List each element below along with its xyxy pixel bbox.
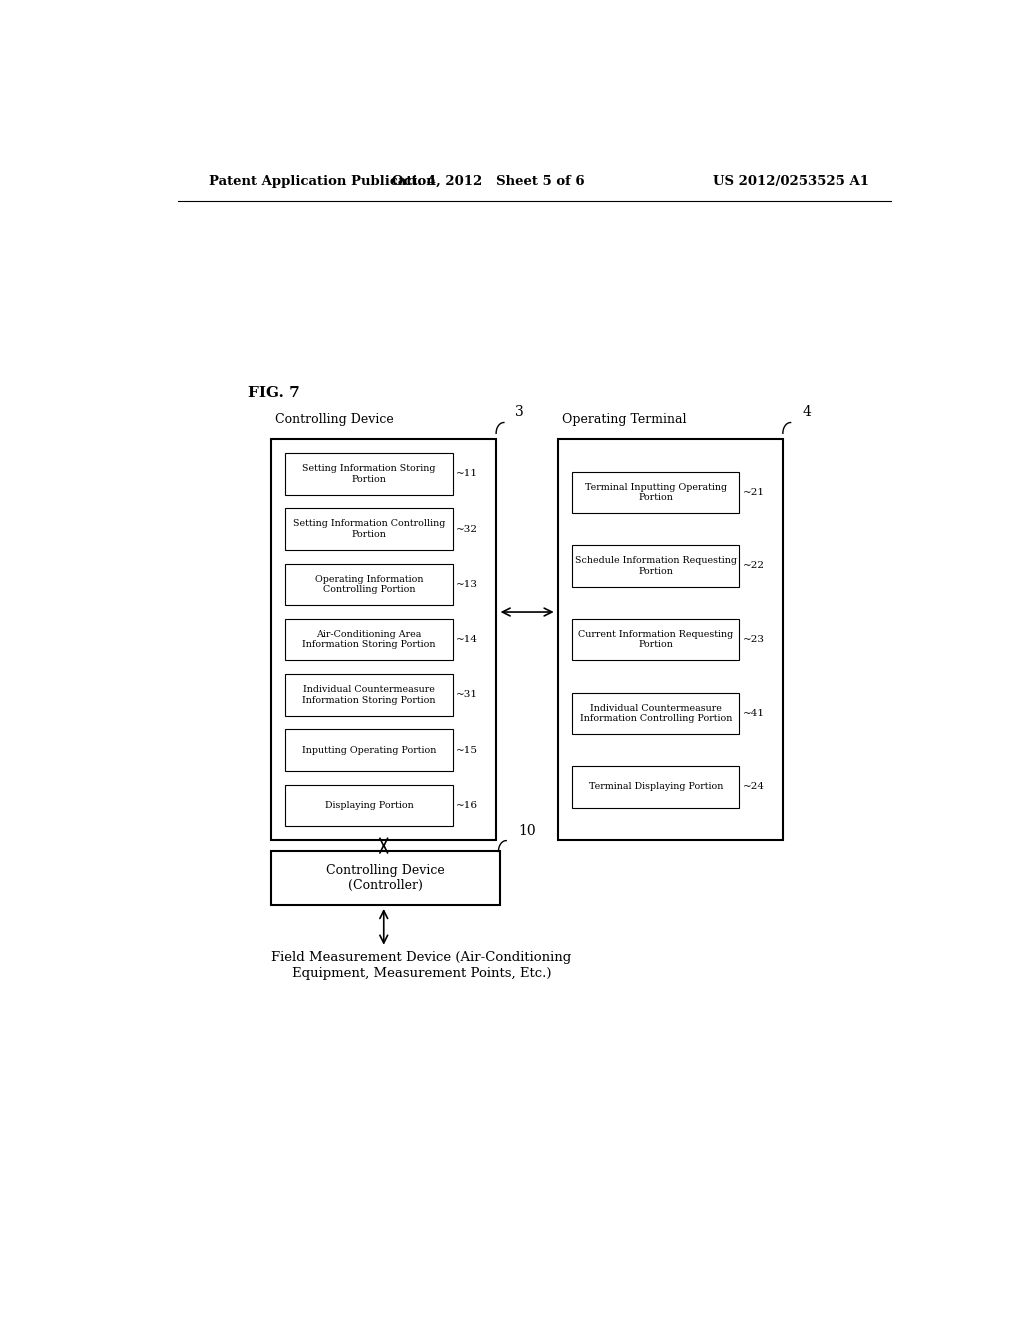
Text: ~31: ~31	[456, 690, 478, 700]
Bar	[572, 471, 739, 513]
Bar	[286, 619, 453, 660]
Bar	[572, 545, 739, 587]
Text: ~15: ~15	[456, 746, 478, 755]
Text: ~24: ~24	[742, 783, 765, 792]
Text: Setting Information Controlling
Portion: Setting Information Controlling Portion	[293, 520, 445, 539]
Text: Inputting Operating Portion: Inputting Operating Portion	[302, 746, 436, 755]
Text: Controlling Device
(Controller): Controlling Device (Controller)	[327, 865, 445, 892]
Text: ~21: ~21	[742, 488, 765, 496]
Text: Displaying Portion: Displaying Portion	[325, 801, 414, 810]
Text: Individual Countermeasure
Information Storing Portion: Individual Countermeasure Information St…	[302, 685, 436, 705]
Text: Operating Information
Controlling Portion: Operating Information Controlling Portio…	[314, 574, 423, 594]
Text: Field Measurement Device (Air-Conditioning
Equipment, Measurement Points, Etc.): Field Measurement Device (Air-Conditioni…	[271, 952, 571, 979]
Text: ~41: ~41	[742, 709, 765, 718]
Bar	[286, 564, 453, 605]
Text: ~11: ~11	[456, 470, 478, 478]
Text: Individual Countermeasure
Information Controlling Portion: Individual Countermeasure Information Co…	[580, 704, 732, 723]
Text: Air-Conditioning Area
Information Storing Portion: Air-Conditioning Area Information Storin…	[302, 630, 436, 649]
Bar	[572, 766, 739, 808]
Text: ~22: ~22	[742, 561, 765, 570]
Text: 3: 3	[515, 405, 524, 420]
Bar	[286, 453, 453, 495]
Bar	[286, 675, 453, 715]
Text: Oct. 4, 2012   Sheet 5 of 6: Oct. 4, 2012 Sheet 5 of 6	[392, 176, 585, 187]
Text: Terminal Inputting Operating
Portion: Terminal Inputting Operating Portion	[585, 483, 727, 502]
Text: Schedule Information Requesting
Portion: Schedule Information Requesting Portion	[574, 556, 737, 576]
Bar	[572, 693, 739, 734]
Bar	[271, 851, 500, 906]
Text: FIG. 7: FIG. 7	[248, 387, 300, 400]
Bar	[572, 619, 739, 660]
Text: Terminal Displaying Portion: Terminal Displaying Portion	[589, 783, 723, 792]
Text: Patent Application Publication: Patent Application Publication	[209, 176, 436, 187]
Text: ~13: ~13	[456, 579, 478, 589]
Bar	[286, 784, 453, 826]
Text: US 2012/0253525 A1: US 2012/0253525 A1	[713, 176, 868, 187]
Bar	[286, 508, 453, 550]
Bar	[271, 440, 496, 840]
Text: Controlling Device: Controlling Device	[275, 413, 394, 426]
Text: Current Information Requesting
Portion: Current Information Requesting Portion	[579, 630, 733, 649]
Text: ~16: ~16	[456, 801, 478, 810]
Text: ~32: ~32	[456, 524, 478, 533]
Text: Operating Terminal: Operating Terminal	[562, 413, 686, 426]
Text: ~23: ~23	[742, 635, 765, 644]
Bar	[558, 440, 783, 840]
Text: ~14: ~14	[456, 635, 478, 644]
Text: 4: 4	[802, 405, 811, 420]
Text: Setting Information Storing
Portion: Setting Information Storing Portion	[302, 465, 436, 483]
Bar	[286, 730, 453, 771]
Text: 10: 10	[518, 824, 536, 838]
